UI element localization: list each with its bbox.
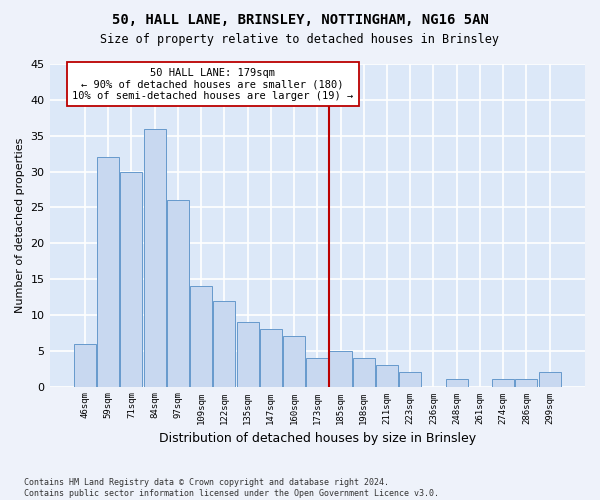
Bar — [121, 172, 142, 386]
Bar — [515, 380, 538, 386]
Text: 50, HALL LANE, BRINSLEY, NOTTINGHAM, NG16 5AN: 50, HALL LANE, BRINSLEY, NOTTINGHAM, NG1… — [112, 12, 488, 26]
Bar — [376, 365, 398, 386]
Bar — [260, 329, 282, 386]
Bar — [329, 350, 352, 386]
Y-axis label: Number of detached properties: Number of detached properties — [15, 138, 25, 313]
Text: Size of property relative to detached houses in Brinsley: Size of property relative to detached ho… — [101, 32, 499, 46]
Bar — [97, 157, 119, 386]
Text: Contains HM Land Registry data © Crown copyright and database right 2024.
Contai: Contains HM Land Registry data © Crown c… — [24, 478, 439, 498]
Bar — [167, 200, 189, 386]
X-axis label: Distribution of detached houses by size in Brinsley: Distribution of detached houses by size … — [159, 432, 476, 445]
Bar — [283, 336, 305, 386]
Bar — [236, 322, 259, 386]
Bar — [446, 380, 468, 386]
Bar — [492, 380, 514, 386]
Bar — [399, 372, 421, 386]
Bar — [190, 286, 212, 386]
Bar — [143, 128, 166, 386]
Bar — [353, 358, 375, 386]
Bar — [539, 372, 560, 386]
Text: 50 HALL LANE: 179sqm
← 90% of detached houses are smaller (180)
10% of semi-deta: 50 HALL LANE: 179sqm ← 90% of detached h… — [72, 68, 353, 101]
Bar — [306, 358, 328, 386]
Bar — [74, 344, 96, 386]
Bar — [213, 300, 235, 386]
